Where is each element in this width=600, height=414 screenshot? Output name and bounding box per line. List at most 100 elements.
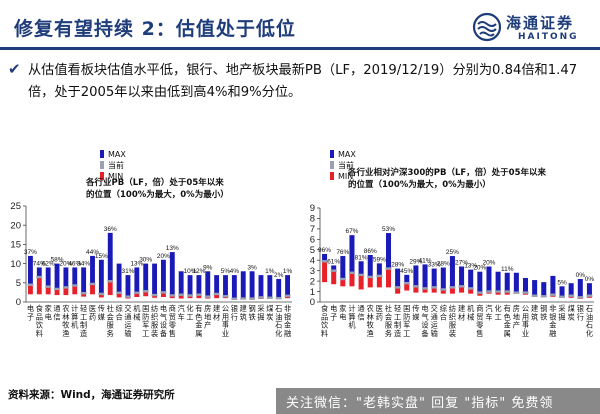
bar-upper-segment <box>125 275 131 297</box>
x-category-label: 建筑 <box>240 304 247 321</box>
bar-group <box>258 275 264 299</box>
bar-current-marker <box>449 286 456 289</box>
bar-lower-segment <box>367 276 373 288</box>
bar-upper-segment <box>340 256 346 280</box>
bar-group: 58% <box>51 257 64 296</box>
bar-upper-segment <box>223 275 228 297</box>
bar-current-marker <box>476 291 483 294</box>
x-category-label: 机械 <box>133 304 141 321</box>
bar-lower-segment <box>468 288 474 294</box>
bar-percent-label: 11% <box>501 266 514 273</box>
bar-upper-segment <box>63 267 69 288</box>
source-footer: 资料来源：Wind，海通证券研究所 <box>8 389 175 401</box>
bar-current-marker <box>458 285 465 288</box>
legend-item: MAX <box>330 150 356 159</box>
x-category-label: 纺织服装 <box>449 304 456 338</box>
bar-group: 28% <box>437 261 450 294</box>
bar-lower-segment <box>196 294 202 299</box>
bar-percent-label: 62% <box>42 260 55 267</box>
bar-percent-label: 28% <box>437 261 450 268</box>
watermark-text: 关注微信："老韩实盘" 回复 "指标" 免费领 <box>286 396 554 411</box>
bar-upper-segment <box>45 267 51 287</box>
bar-percent-label: 2% <box>274 272 284 279</box>
bar-group <box>495 271 502 295</box>
x-category-label: 化工 <box>186 304 193 321</box>
bar-current-marker <box>178 293 185 296</box>
x-category-label: 公用事业 <box>522 304 529 338</box>
x-category-label: 石油石化 <box>275 304 282 338</box>
bar-upper-segment <box>404 274 410 284</box>
y-tick-label: 1 <box>310 287 315 298</box>
legend-label: MAX <box>338 150 356 159</box>
y-tick-label: 4 <box>310 255 315 266</box>
bar-upper-segment <box>449 256 455 288</box>
bar-group: 30% <box>139 257 152 297</box>
bar-current-marker <box>358 273 365 277</box>
bar-current-marker <box>54 287 60 291</box>
bar-percent-label: 31% <box>121 268 134 275</box>
x-category-label: 轻工制造 <box>80 304 87 338</box>
x-category-label: 非银金融 <box>549 304 556 338</box>
bar-upper-segment <box>322 253 328 262</box>
x-category-label: 商贸零售 <box>169 304 176 338</box>
legend-item: MIN <box>100 172 123 181</box>
y-tick-label: 2 <box>310 276 315 287</box>
y-tick-label: 3 <box>310 266 315 277</box>
bar-upper-segment <box>486 266 492 292</box>
x-category-label: 建筑 <box>531 304 538 321</box>
bar-percent-label: 33% <box>428 262 441 269</box>
slide-header: 修复有望持续 2：估值处于低位 海通证券 HAITONG <box>0 0 600 52</box>
bar-lower-segment <box>422 288 428 293</box>
bar-group <box>116 263 123 298</box>
bar-current-marker <box>125 295 131 298</box>
bar-group: 13% <box>166 245 179 299</box>
bar-percent-label: 86% <box>364 248 377 255</box>
bar-group <box>178 271 185 299</box>
bar-current-marker <box>531 294 538 297</box>
logo-text-en: HAITONG <box>518 32 579 42</box>
legend-label: MAX <box>108 150 126 159</box>
y-tick-label: 10 <box>10 259 21 270</box>
bar-current-marker <box>495 290 502 293</box>
bar-group: 12% <box>192 268 206 299</box>
bar-group: 20% <box>473 265 487 296</box>
bar-lower-segment <box>36 277 42 295</box>
bar-group: 67% <box>345 228 359 287</box>
bar-lower-segment <box>358 274 364 290</box>
x-category-label: 采掘 <box>558 304 565 321</box>
bar-group: 86% <box>364 248 377 288</box>
x-category-label: 食品饮料 <box>36 304 44 338</box>
bar-percent-label: 44% <box>86 249 99 256</box>
bar-lower-segment <box>90 283 95 295</box>
legend-swatch <box>330 161 334 169</box>
legend-swatch <box>330 150 334 158</box>
bar-lower-segment <box>431 287 437 293</box>
bar-current-marker <box>431 286 438 289</box>
x-category-label: 汽车 <box>178 304 185 321</box>
y-tick-label: 20 <box>10 220 21 231</box>
bar-upper-segment <box>532 280 538 296</box>
bar-upper-segment <box>559 286 565 297</box>
bar-lower-segment <box>449 287 455 294</box>
bar-percent-label: 53% <box>382 226 395 233</box>
bar-percent-label: 13% <box>166 245 179 252</box>
bar-current-marker <box>485 290 492 293</box>
bar-lower-segment <box>134 292 140 298</box>
x-category-label: 银行 <box>577 304 584 321</box>
bar-current-marker <box>284 294 291 298</box>
bar-lower-segment <box>27 284 33 295</box>
bar-group: 33% <box>428 262 441 293</box>
legend-swatch <box>100 161 104 169</box>
bar-upper-segment <box>395 268 401 288</box>
bar-current-marker <box>540 295 547 298</box>
bar-group: 10% <box>184 268 197 299</box>
bar-current-marker <box>133 291 140 294</box>
y-tick-label: 5 <box>16 278 21 289</box>
legend-item: 当前 <box>100 160 124 170</box>
bar-upper-segment <box>358 261 364 275</box>
bar-group <box>568 283 575 298</box>
bar-percent-label: 1% <box>283 268 293 275</box>
x-category-label: 轻工制造 <box>394 304 401 338</box>
x-category-label: 计算机 <box>348 304 356 330</box>
bar-lower-segment <box>160 292 166 298</box>
